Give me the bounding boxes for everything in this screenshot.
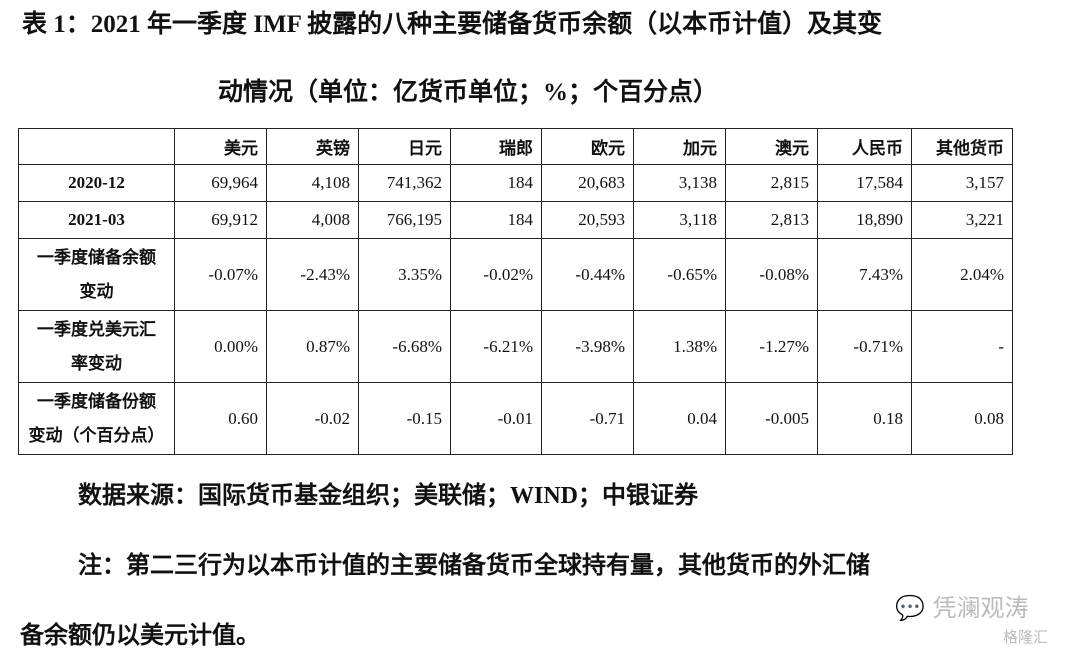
column-header: 欧元 <box>541 128 634 165</box>
table-cell: -6.21% <box>450 310 542 383</box>
table-cell: -0.44% <box>541 238 634 311</box>
table-cell: 0.18 <box>817 382 912 455</box>
column-header: 加元 <box>633 128 726 165</box>
table-cell: 2.04% <box>911 238 1013 311</box>
brand-watermark: 格隆汇 <box>1003 628 1049 646</box>
table-cell: 2,813 <box>725 201 818 239</box>
row-label-line: 一季度储备份额 <box>37 391 156 411</box>
row-label: 2020-12 <box>18 164 175 202</box>
table-cell: 4,008 <box>266 201 359 239</box>
table-cell: -6.68% <box>358 310 451 383</box>
table-cell: -0.02% <box>450 238 542 311</box>
table-cell: -0.02 <box>266 382 359 455</box>
table-row: 一季度储备份额 变动（个百分点） 0.60 -0.02 -0.15 -0.01 -0.71 0… <box>18 382 1013 455</box>
column-header: 日元 <box>358 128 451 165</box>
table-cell: 69,912 <box>174 201 267 239</box>
table-cell: 4,108 <box>266 164 359 202</box>
table-cell: 20,683 <box>541 164 634 202</box>
table-cell: -0.005 <box>725 382 818 455</box>
table-cell: - <box>911 310 1013 383</box>
row-label-line: 2020-12 <box>68 173 125 192</box>
table-cell: 18,890 <box>817 201 912 239</box>
table-cell: 0.60 <box>174 382 267 455</box>
table-cell: 2,815 <box>725 164 818 202</box>
column-header: 美元 <box>174 128 267 165</box>
table-cell: -0.71 <box>541 382 634 455</box>
table-cell: -0.01 <box>450 382 542 455</box>
table-cell: 184 <box>450 164 542 202</box>
table-caption-line2: 动情况（单位：亿货币单位；%；个百分点） <box>218 79 719 106</box>
table-cell: 0.00% <box>174 310 267 383</box>
table-cell: 3,157 <box>911 164 1013 202</box>
table-row: 一季度兑美元汇 率变动 0.00% 0.87% -6.68% -6.21% -3.98% 1.… <box>18 310 1013 383</box>
table-cell: -0.07% <box>174 238 267 311</box>
row-label-line: 一季度兑美元汇 <box>37 319 156 339</box>
table-cell: 766,195 <box>358 201 451 239</box>
table-caption-line1: 表 1：2021 年一季度 IMF 披露的八种主要储备货币余额（以本币计值）及其… <box>22 11 883 38</box>
table-cell: 3,118 <box>633 201 726 239</box>
table-cell: 0.08 <box>911 382 1013 455</box>
column-header <box>18 128 175 165</box>
row-label-line: 率变动 <box>71 353 122 373</box>
table-cell: 1.38% <box>633 310 726 383</box>
column-header: 人民币 <box>817 128 912 165</box>
reserve-currency-table: 美元 英镑 日元 瑞郎 欧元 加元 澳元 人民币 其他货币 2020-12 69,964 4,108 7… <box>18 128 1013 455</box>
table-cell: -0.08% <box>725 238 818 311</box>
table-cell: 0.87% <box>266 310 359 383</box>
row-label-line: 变动 <box>79 281 114 301</box>
watermark-text: 凭澜观涛 <box>932 594 1029 622</box>
note-line2: 备余额仍以美元计值。 <box>20 623 260 649</box>
table-cell: -2.43% <box>266 238 359 311</box>
table-cell: 0.04 <box>633 382 726 455</box>
table-cell: 20,593 <box>541 201 634 239</box>
table-row: 2020-12 69,964 4,108 741,362 184 20,683 3,138 2… <box>18 164 1013 202</box>
table-cell: -0.15 <box>358 382 451 455</box>
table-cell: 3,221 <box>911 201 1013 239</box>
row-label: 一季度兑美元汇 率变动 <box>18 310 175 383</box>
table-cell: -3.98% <box>541 310 634 383</box>
table-cell: 741,362 <box>358 164 451 202</box>
row-label: 2021-03 <box>18 201 175 239</box>
column-header: 瑞郎 <box>450 128 542 165</box>
column-header: 澳元 <box>725 128 818 165</box>
table-cell: -1.27% <box>725 310 818 383</box>
row-label: 一季度储备份额 变动（个百分点） <box>18 382 175 455</box>
wechat-watermark: 💬 凭澜观涛 <box>895 588 1029 623</box>
table-row: 一季度储备余额 变动 -0.07% -2.43% 3.35% -0.02% -0.44% -0… <box>18 238 1013 311</box>
column-header: 其他货币 <box>911 128 1013 165</box>
wechat-icon: 💬 <box>895 594 925 622</box>
row-label: 一季度储备余额 变动 <box>18 238 175 311</box>
note-line1: 注：第二三行为以本币计值的主要储备货币全球持有量，其他货币的外汇储 <box>78 553 870 579</box>
row-label-line: 变动（个百分点） <box>28 425 165 445</box>
row-label-line: 一季度储备余额 <box>37 247 156 267</box>
table-cell: 7.43% <box>817 238 912 311</box>
table-cell: 3,138 <box>633 164 726 202</box>
table-cell: 17,584 <box>817 164 912 202</box>
table-header-row: 美元 英镑 日元 瑞郎 欧元 加元 澳元 人民币 其他货币 <box>18 128 1013 165</box>
table-cell: 184 <box>450 201 542 239</box>
table-cell: 69,964 <box>174 164 267 202</box>
table-cell: 3.35% <box>358 238 451 311</box>
data-source: 数据来源：国际货币基金组织；美联储；WIND；中银证券 <box>78 483 699 509</box>
column-header: 英镑 <box>266 128 359 165</box>
table-cell: -0.65% <box>633 238 726 311</box>
table-cell: -0.71% <box>817 310 912 383</box>
row-label-line: 2021-03 <box>68 210 125 229</box>
table-row: 2021-03 69,912 4,008 766,195 184 20,593 3,118 2… <box>18 201 1013 239</box>
